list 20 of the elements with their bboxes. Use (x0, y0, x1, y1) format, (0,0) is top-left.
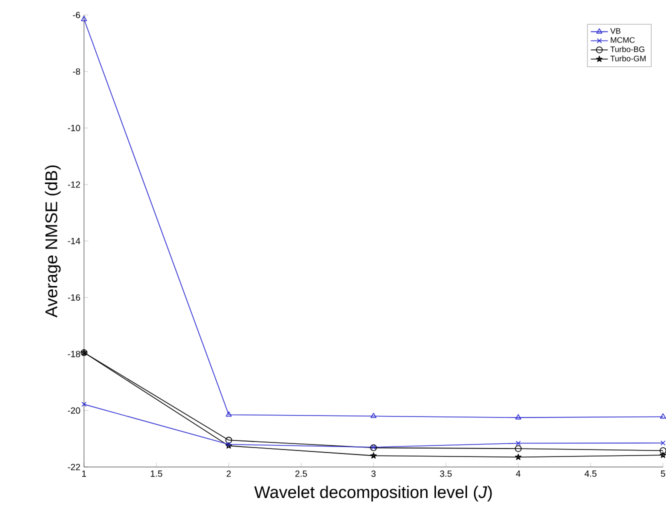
y-tick-label: -8 (72, 68, 80, 75)
x-tick-label: 2.5 (295, 470, 307, 477)
y-tick-label: -16 (68, 294, 80, 301)
y-tick-label: -18 (68, 350, 80, 358)
x-tick-label: 1.5 (150, 470, 162, 477)
x-tick-label: 3 (371, 470, 376, 477)
y-tick-label: -22 (68, 464, 80, 470)
x-tick-label: 2 (226, 470, 231, 477)
x-tick-label: 1 (82, 470, 86, 477)
x-tick-label: 5 (660, 470, 666, 477)
x-tick-label: 3.5 (440, 470, 452, 477)
x-axis-title: Wavelet decomposition level (J) (254, 486, 492, 502)
y-tick-label: -10 (68, 124, 80, 132)
y-tick-label: -6 (72, 12, 80, 18)
y-axis-title: Average NMSE (dB) (44, 166, 61, 318)
y-tick-label: -20 (68, 407, 80, 414)
x-tick-label: 4 (516, 470, 520, 477)
y-tick-label: -12 (68, 181, 80, 188)
x-tick-label: 4.5 (584, 470, 596, 477)
y-tick-label: -14 (68, 238, 80, 244)
